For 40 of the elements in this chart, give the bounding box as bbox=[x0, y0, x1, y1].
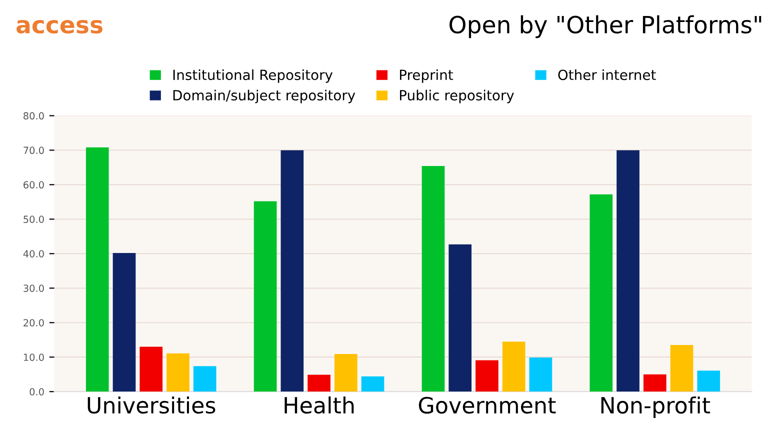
bar bbox=[590, 194, 613, 392]
bar bbox=[112, 252, 136, 392]
bar bbox=[448, 244, 472, 392]
bar bbox=[502, 342, 526, 392]
bar bbox=[361, 376, 384, 392]
legend-label: Institutional Repository bbox=[173, 69, 333, 83]
bar bbox=[193, 366, 216, 392]
bar bbox=[476, 360, 498, 392]
y-tick-label: 0.0 bbox=[30, 388, 44, 396]
x-tick-label: Non-profit bbox=[601, 396, 710, 418]
y-tick-label: 20.0 bbox=[24, 319, 44, 326]
bar bbox=[670, 345, 694, 392]
bar bbox=[529, 357, 552, 392]
bar bbox=[86, 147, 109, 392]
x-tick-label: Universities bbox=[88, 396, 216, 414]
y-tick-label: 60.0 bbox=[24, 181, 44, 189]
legend-label: Other internet bbox=[558, 69, 656, 80]
chart-title: Open by "Other Platforms" bbox=[450, 15, 762, 38]
legend-label: Domain/subject repository bbox=[173, 90, 356, 104]
x-tick-label: Government bbox=[418, 396, 556, 414]
bar bbox=[616, 150, 640, 392]
y-tick-label: 30.0 bbox=[24, 284, 44, 292]
bar bbox=[643, 374, 666, 392]
y-tick-label: 10.0 bbox=[24, 354, 44, 361]
x-tick-label: Health bbox=[284, 396, 354, 414]
y-tick-label: 40.0 bbox=[23, 250, 44, 258]
y-tick-label: 70.0 bbox=[24, 146, 44, 154]
legend-label: Preprint bbox=[400, 69, 454, 83]
y-tick-label: 50.0 bbox=[24, 216, 44, 223]
y-tick-label: 80.0 bbox=[24, 112, 44, 120]
legend-label: Public repository bbox=[400, 90, 514, 104]
bar bbox=[254, 201, 277, 392]
bar bbox=[422, 166, 445, 392]
bar bbox=[166, 353, 190, 392]
text: access bbox=[16, 20, 102, 34]
bar bbox=[334, 354, 358, 392]
bar bbox=[697, 370, 720, 392]
bar bbox=[308, 374, 330, 392]
bar bbox=[140, 346, 163, 392]
bar bbox=[280, 150, 304, 392]
